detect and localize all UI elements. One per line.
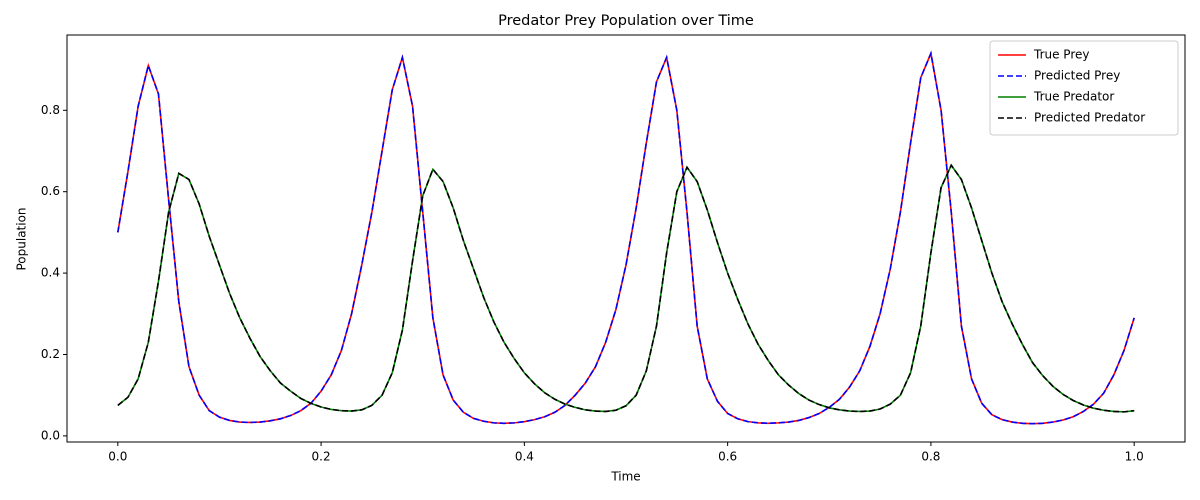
x-tick-label: 0.6 (718, 450, 737, 464)
legend-label: Predicted Prey (1034, 69, 1120, 83)
y-axis-label: Population (15, 207, 29, 270)
y-tick-label: 0.8 (41, 103, 60, 117)
plot-frame (66, 34, 1186, 443)
chart-title: Predator Prey Population over Time (498, 13, 754, 29)
y-tick-label: 0.0 (41, 428, 60, 442)
legend: True Prey Predicted Prey True Predator Pred… (989, 40, 1179, 136)
series-line (117, 163, 1135, 413)
x-tick-label: 0.4 (515, 450, 534, 464)
x-tick-label: 0.2 (312, 450, 331, 464)
x-tick-label: 0.8 (921, 450, 940, 464)
series-line (117, 163, 1135, 413)
legend-box (989, 40, 1179, 136)
y-tick-label: 0.2 (41, 347, 60, 361)
y-tick-label: 0.6 (41, 184, 60, 198)
y-tick-label: 0.4 (41, 266, 60, 280)
legend-label: Predicted Predator (1034, 111, 1145, 125)
legend-label: True Prey (1033, 48, 1089, 62)
x-axis-label: Time (610, 470, 640, 484)
series-line (117, 50, 1135, 425)
x-tick-label: 1.0 (1125, 450, 1144, 464)
x-tick-label: 0.0 (108, 450, 127, 464)
legend-label: True Predator (1033, 90, 1114, 104)
